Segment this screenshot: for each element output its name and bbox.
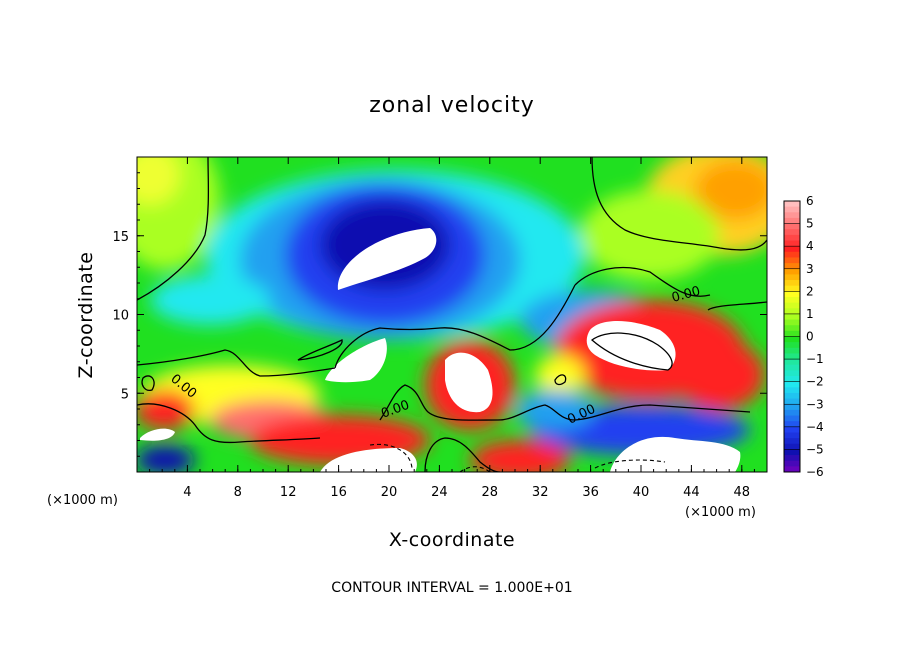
colorbar-band [784, 291, 800, 298]
x-tick-label: 48 [734, 485, 751, 500]
colorbar-band [784, 274, 800, 281]
colorbar-tick-label: 6 [806, 194, 814, 208]
colorbar-band [784, 229, 800, 236]
chart-title: zonal velocity [369, 93, 535, 118]
x-tick-label: 28 [482, 485, 499, 500]
y-axis-label: Z-coordinate [75, 252, 97, 379]
colorbar-band [784, 206, 800, 213]
colorbar-band [784, 409, 800, 417]
x-tick-label: 32 [532, 485, 549, 500]
colorbar-band [784, 347, 800, 354]
colorbar-band [784, 296, 800, 304]
colorbar-band [784, 330, 800, 337]
x-tick-label: 44 [683, 485, 700, 500]
y-unit-label: (×1000 m) [47, 493, 118, 508]
colorbar-tick-label: −1 [806, 352, 824, 366]
colorbar-band [784, 201, 800, 208]
y-tick-label: 10 [112, 309, 129, 324]
colorbar-band [784, 381, 800, 388]
y-axis: 5 10 15 [112, 156, 767, 473]
colorbar-tick-label: 1 [806, 307, 814, 321]
contour-interval-note: CONTOUR INTERVAL = 1.000E+01 [331, 580, 572, 596]
colorbar-band [784, 398, 800, 405]
colorbar-band [784, 426, 800, 433]
colorbar-band [784, 443, 800, 450]
colorbar-band [784, 432, 800, 439]
colorbar-band [784, 449, 800, 456]
colorbar-band [784, 466, 800, 473]
colorbar-band [784, 212, 800, 219]
colorbar-band [784, 392, 800, 400]
colorbar-band [784, 421, 800, 428]
colorbar-band [784, 234, 800, 242]
colorbar-band [784, 438, 800, 445]
negative-contours [369, 443, 666, 472]
x-tick-label: 20 [381, 485, 398, 500]
colorbar-band [784, 404, 800, 411]
colorbar-band [784, 302, 800, 309]
colorbar-tick-label: 5 [806, 217, 814, 231]
colorbar-tick-label: 3 [806, 262, 814, 276]
colorbar-band [784, 325, 800, 332]
colorbar-band [784, 308, 800, 315]
colorbar-band [784, 364, 800, 371]
colorbar-band [784, 268, 800, 275]
colorbar-band [784, 370, 800, 377]
x-tick-label: 12 [280, 485, 297, 500]
colorbar-band [784, 376, 800, 383]
colorbar-band [784, 257, 800, 264]
x-tick-label: 36 [582, 485, 599, 500]
colorbar-tick-label: −6 [806, 465, 824, 479]
x-tick-label: 4 [183, 485, 191, 500]
colorbar-band [784, 342, 800, 349]
colorbar-band [784, 387, 800, 394]
x-tick-label: 8 [234, 485, 242, 500]
colorbar-band [784, 319, 800, 326]
x-tick-label: 40 [633, 485, 650, 500]
colorbar-band [784, 336, 800, 343]
colorbar-band [784, 240, 800, 247]
colorbar-band [784, 223, 800, 230]
plot-area: 0.00 0.00 0.00 0.00 4 8 12 16 20 24 28 32 36 40 44… [112, 156, 768, 500]
colorbar-tick-label: 0 [806, 330, 814, 344]
colorbar-band [784, 415, 800, 422]
contour-lines [137, 157, 767, 472]
y-tick-label: 15 [112, 230, 129, 245]
x-tick-label: 24 [431, 485, 448, 500]
colorbar-tick-label: 4 [806, 239, 814, 253]
colorbar-band [784, 246, 800, 253]
colorbar-band [784, 313, 800, 321]
colorbar-tick-label: −2 [806, 375, 824, 389]
colorbar-band [784, 359, 800, 366]
x-unit-label: (×1000 m) [685, 505, 756, 520]
colorbar-tick-label: −4 [806, 420, 824, 434]
colorbar-band [784, 217, 800, 225]
colorbar-band [784, 285, 800, 292]
colorbar: 6 5 4 3 2 1 0 −1 −2 −3 −4 −5 −6 [783, 194, 824, 479]
x-tick-label: 16 [330, 485, 347, 500]
colorbar-band [784, 263, 800, 270]
contour-label: 0.00 [670, 284, 702, 306]
colorbar-tick-label: −3 [806, 397, 824, 411]
x-axis-label: X-coordinate [389, 529, 515, 551]
x-axis: 4 8 12 16 20 24 28 32 36 40 44 48 [136, 157, 768, 500]
colorbar-band [784, 280, 800, 287]
colorbar-band [784, 460, 800, 467]
colorbar-tick-label: 2 [806, 284, 814, 298]
colorbar-tick-label: −5 [806, 442, 824, 456]
colorbar-band [784, 455, 800, 462]
y-tick-label: 5 [121, 387, 129, 402]
velocity-field: 0.00 0.00 0.00 0.00 [137, 157, 767, 472]
colorbar-band [784, 251, 800, 258]
colorbar-band [784, 353, 800, 360]
